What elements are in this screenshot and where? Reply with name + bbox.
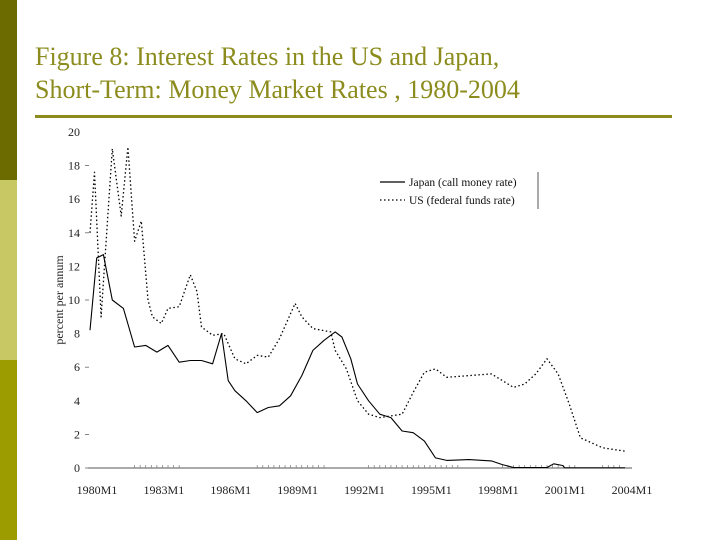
y-tick-label: 12	[68, 259, 80, 273]
y-tick-label: 16	[68, 192, 80, 206]
series-line-us	[89, 146, 626, 452]
x-tick-label: 2001M1	[545, 483, 586, 497]
y-tick-label: 10	[68, 293, 80, 307]
chart-legend: Japan (call money rate) US (federal fund…	[380, 172, 539, 209]
y-tick-label: 2	[74, 427, 80, 441]
x-axis: 1980M1 1983M1 1986M1 1989M1 1992M1 1995M1 1998…	[77, 465, 653, 497]
x-tick-label: 1989M1	[277, 483, 318, 497]
legend-label-us: US (federal funds rate)	[409, 195, 515, 207]
x-tick-label: 2004M1	[612, 483, 653, 497]
x-tick-label: 1995M1	[411, 483, 452, 497]
slide-title-line1: Figure 8: Interest Rates in the US and J…	[35, 42, 500, 71]
y-tick-label: 0	[74, 461, 80, 475]
x-tick-label: 1986M1	[210, 483, 251, 497]
x-tick-label: 1983M1	[144, 483, 185, 497]
slide-sidebar	[0, 0, 17, 540]
y-tick-label: 6	[74, 360, 80, 374]
y-tick-label: 18	[68, 159, 80, 173]
slide-title-line2: Short-Term: Money Market Rates , 1980-20…	[35, 75, 520, 104]
y-tick-label: 20	[68, 125, 80, 139]
sidebar-segment-top	[0, 0, 17, 180]
y-tick-label: 14	[68, 226, 80, 240]
x-tick-label: 1980M1	[77, 483, 118, 497]
x-tick-label: 1992M1	[344, 483, 385, 497]
x-tick-label: 1998M1	[478, 483, 519, 497]
y-tick-label: 8	[74, 327, 80, 341]
y-axis: 0 2 4 6 8 10 12 14 16 18 20	[68, 125, 89, 475]
y-tick-label: 4	[74, 394, 80, 408]
slide-title: Figure 8: Interest Rates in the US and J…	[35, 40, 695, 106]
sidebar-segment-middle	[0, 180, 17, 360]
legend-label-japan: Japan (call money rate)	[409, 177, 517, 189]
series-line-japan	[89, 254, 625, 469]
series-lines	[89, 146, 626, 469]
sidebar-segment-bottom	[0, 360, 17, 540]
y-axis-label: percent per annum	[52, 255, 66, 345]
title-divider	[35, 115, 672, 118]
